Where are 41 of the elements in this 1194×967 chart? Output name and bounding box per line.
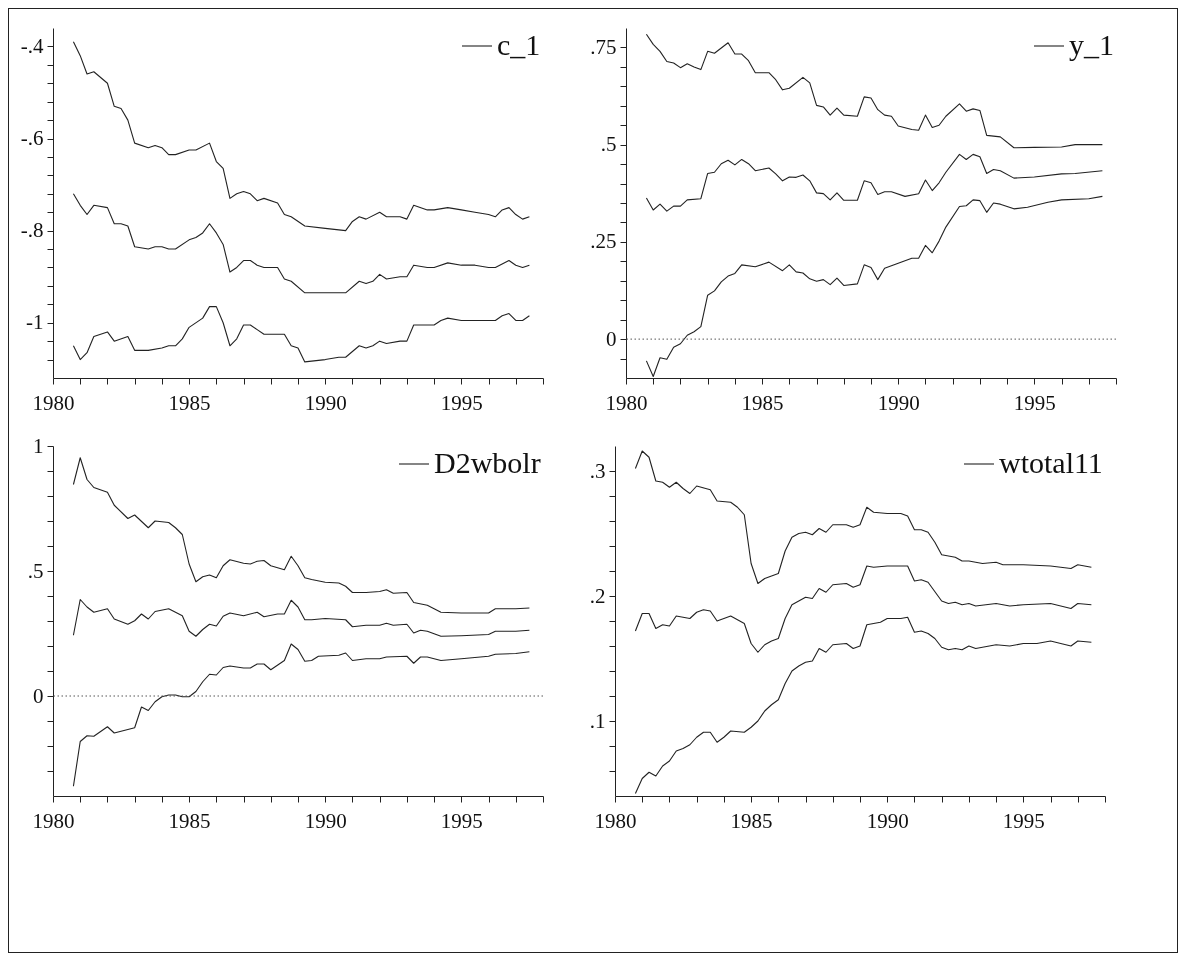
x-tick-label: 1985 xyxy=(168,390,211,415)
y-tick-label: .1 xyxy=(589,708,606,733)
legend-label: y_1 xyxy=(1069,28,1114,61)
y-tick-label: .5 xyxy=(27,558,44,583)
y-tick-label: .75 xyxy=(590,34,617,59)
y-tick-label: -.6 xyxy=(20,126,44,151)
y-tick-label: 1 xyxy=(33,433,44,458)
legend-label: c_1 xyxy=(497,28,541,61)
y-tick-label: .2 xyxy=(589,583,606,608)
line-series xyxy=(634,616,1092,795)
line-series xyxy=(634,565,1092,653)
x-tick-label: 1990 xyxy=(304,808,347,833)
line-series xyxy=(72,598,530,637)
x-tick-label: 1980 xyxy=(32,808,75,833)
line-series xyxy=(72,306,530,363)
y-tick-label: -.8 xyxy=(20,218,44,243)
x-tick-label: 1995 xyxy=(1002,808,1045,833)
legend-label: wtotal11 xyxy=(999,446,1103,479)
x-tick-label: 1995 xyxy=(1013,390,1056,415)
x-tick-label: 1985 xyxy=(730,808,773,833)
y-tick-label: -1 xyxy=(26,310,44,335)
x-tick-label: 1990 xyxy=(877,390,920,415)
x-tick-label: 1985 xyxy=(168,808,211,833)
y-tick-label: 0 xyxy=(33,683,44,708)
line-series xyxy=(72,193,530,294)
line-series xyxy=(72,643,530,787)
x-tick-label: 1990 xyxy=(866,808,909,833)
x-tick-label: 1995 xyxy=(440,390,483,415)
y-tick-label: .25 xyxy=(590,229,617,254)
legend-label: D2wbolr xyxy=(434,446,541,479)
y-tick-label: .3 xyxy=(589,458,606,483)
x-tick-label: 1980 xyxy=(594,808,637,833)
x-tick-label: 1990 xyxy=(304,390,347,415)
line-series xyxy=(645,153,1103,212)
y-tick-label: .5 xyxy=(600,132,617,157)
x-tick-label: 1980 xyxy=(605,390,648,415)
x-tick-label: 1995 xyxy=(440,808,483,833)
y-tick-label: -.4 xyxy=(20,33,44,58)
y-tick-label: 0 xyxy=(606,326,617,351)
x-tick-label: 1985 xyxy=(741,390,784,415)
x-tick-label: 1980 xyxy=(32,390,75,415)
